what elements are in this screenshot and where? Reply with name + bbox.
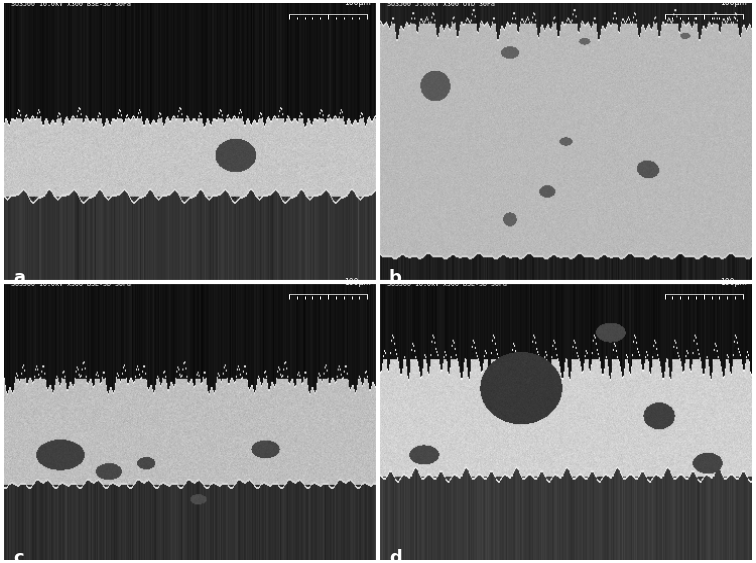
Text: SU3500 5.00kV x300 UVD 30Pa: SU3500 5.00kV x300 UVD 30Pa xyxy=(387,1,495,7)
Text: 100μm: 100μm xyxy=(720,278,747,287)
Text: c: c xyxy=(13,549,23,563)
Text: SU3500 10.0kV x300 BSE-3D 30Pa: SU3500 10.0kV x300 BSE-3D 30Pa xyxy=(11,281,132,287)
Text: SU3500 10.0kV x300 BSE-3D 30Pa: SU3500 10.0kV x300 BSE-3D 30Pa xyxy=(11,1,132,7)
Text: d: d xyxy=(389,549,401,563)
Text: 100μm: 100μm xyxy=(344,0,371,7)
Text: SU3500 10.0kV x500 BSE-3D 30Pa: SU3500 10.0kV x500 BSE-3D 30Pa xyxy=(387,281,507,287)
Text: b: b xyxy=(389,269,401,287)
Text: a: a xyxy=(13,269,25,287)
Text: 100μm: 100μm xyxy=(720,0,747,7)
Text: 100μm: 100μm xyxy=(344,278,371,287)
